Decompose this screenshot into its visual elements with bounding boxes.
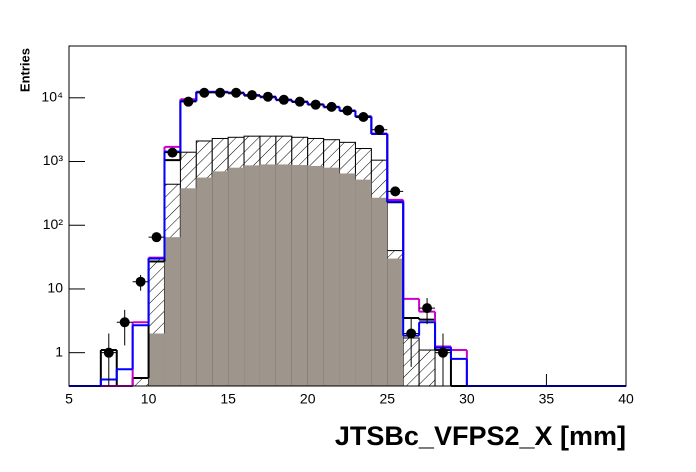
filled-bar — [196, 177, 213, 386]
data-point — [342, 105, 353, 116]
data-point — [199, 87, 210, 98]
filled-bar — [244, 165, 260, 386]
x-tick-label: 40 — [618, 391, 634, 407]
filled-bar — [228, 167, 245, 386]
filled-bar — [291, 165, 308, 386]
data-point — [374, 124, 385, 135]
filled-bar — [323, 167, 340, 386]
data-point — [390, 186, 401, 197]
filled-bar — [259, 164, 276, 386]
data-point — [326, 101, 337, 112]
data-point — [310, 99, 321, 110]
x-tick-label: 30 — [459, 391, 475, 407]
x-tick-label: 5 — [65, 391, 73, 407]
x-tick-label: 15 — [220, 391, 236, 407]
data-point — [135, 276, 146, 287]
filled-bar — [180, 188, 197, 386]
data-point — [183, 96, 194, 107]
data-point — [358, 111, 369, 122]
y-tick-label: 10³ — [43, 152, 64, 168]
filled-bar — [339, 173, 356, 386]
x-axis-label: JTSBc_VFPS2_X [mm] — [335, 421, 626, 451]
data-point — [103, 347, 114, 358]
x-tick-label: 10 — [141, 391, 157, 407]
hatched-bar — [132, 377, 150, 387]
hatched-bar — [418, 349, 436, 387]
x-tick-label: 25 — [379, 391, 395, 407]
data-point — [278, 94, 289, 105]
y-tick-label: 10⁴ — [41, 89, 63, 105]
filled-bar — [164, 237, 181, 386]
data-point — [294, 96, 305, 107]
data-point — [422, 303, 433, 314]
y-tick-label: 1 — [55, 343, 63, 359]
data-point — [231, 87, 242, 98]
y-axis-label: Entries — [17, 48, 32, 92]
plot-frame — [68, 45, 627, 387]
data-point — [167, 147, 178, 158]
data-point — [215, 87, 226, 98]
y-tick-label: 10 — [47, 280, 63, 296]
filled-bar — [212, 171, 229, 386]
filled-bar — [355, 179, 372, 386]
data-point — [406, 328, 417, 339]
filled-bar — [371, 197, 388, 386]
x-tick-label: 20 — [300, 391, 316, 407]
data-point — [247, 90, 258, 101]
data-point — [119, 317, 130, 328]
data-point — [151, 232, 162, 243]
filled-bar — [275, 164, 292, 386]
data-point — [262, 91, 273, 102]
y-tick-label: 10² — [43, 216, 64, 232]
filled-bar — [387, 258, 404, 386]
filled-bar — [307, 166, 324, 386]
x-tick-label: 35 — [539, 391, 555, 407]
data-point — [437, 347, 448, 358]
filled-bar — [148, 333, 165, 386]
